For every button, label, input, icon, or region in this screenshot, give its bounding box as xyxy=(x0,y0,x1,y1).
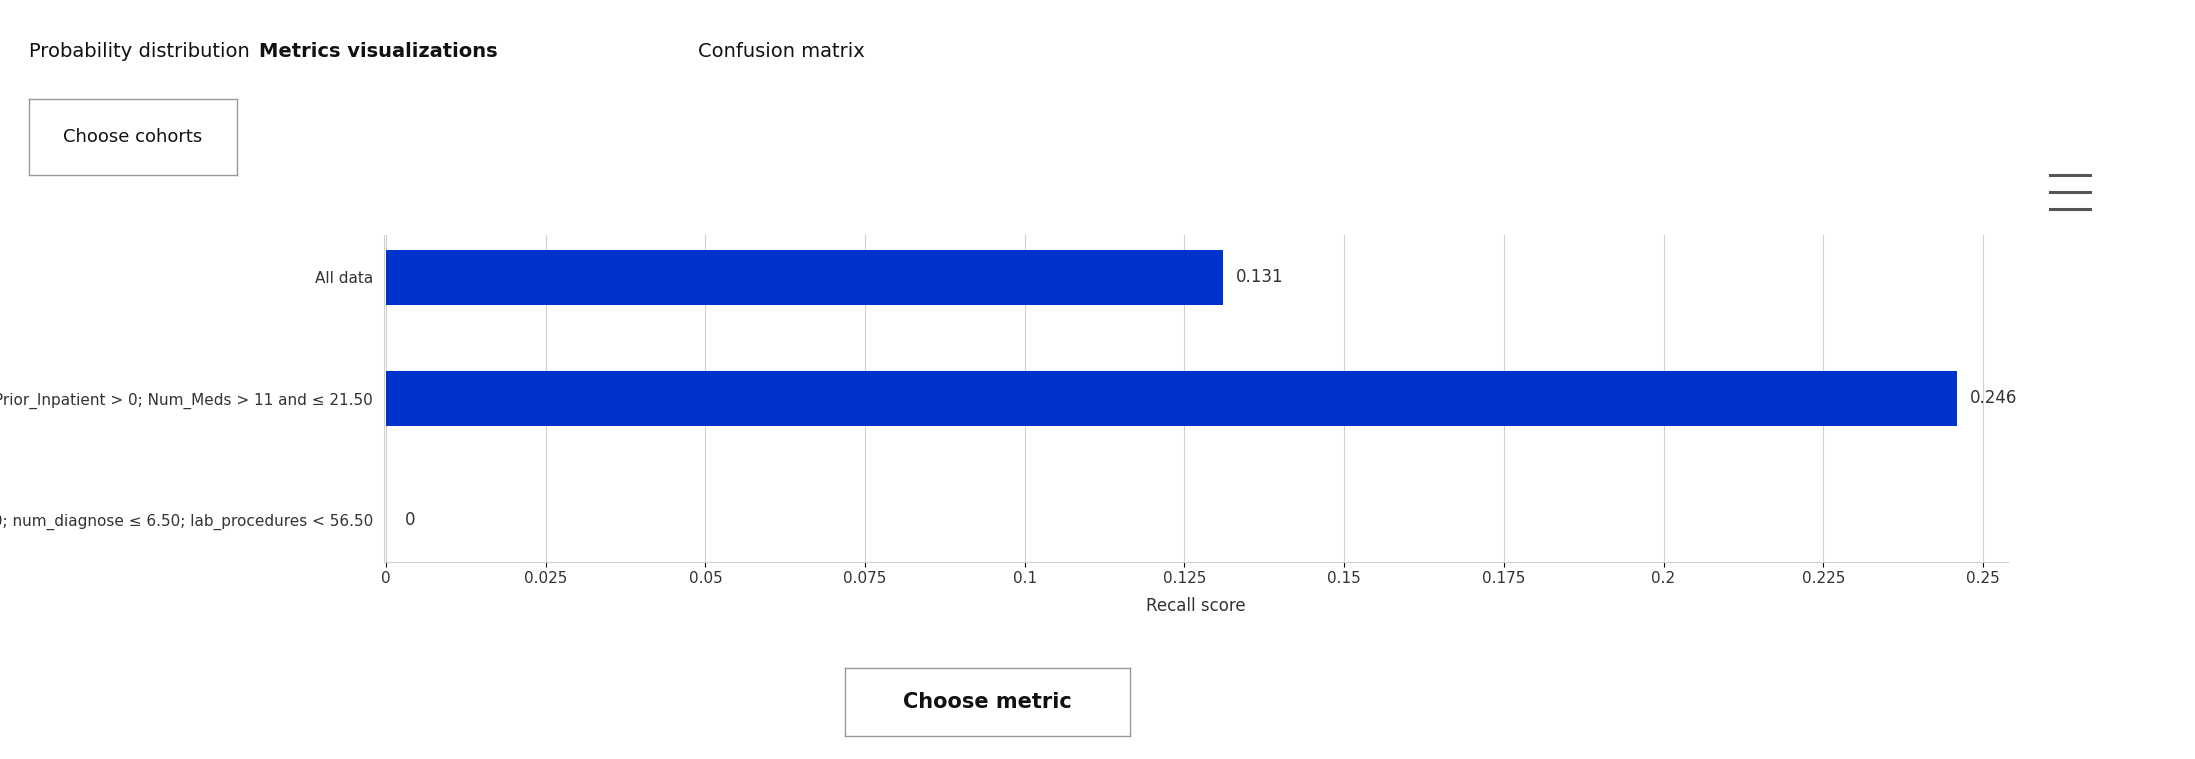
Text: Choose metric: Choose metric xyxy=(904,692,1071,712)
Text: Metrics visualizations: Metrics visualizations xyxy=(259,42,498,61)
Text: 0.131: 0.131 xyxy=(1236,269,1284,286)
Bar xyxy=(386,250,1223,304)
Text: Choose cohorts: Choose cohorts xyxy=(64,128,202,146)
X-axis label: Recall score: Recall score xyxy=(1146,597,1247,616)
Bar xyxy=(386,371,1958,426)
Text: 0.246: 0.246 xyxy=(1971,389,2017,408)
Text: Confusion matrix: Confusion matrix xyxy=(698,42,865,61)
Text: Probability distribution: Probability distribution xyxy=(29,42,250,61)
Text: 0: 0 xyxy=(406,511,415,528)
